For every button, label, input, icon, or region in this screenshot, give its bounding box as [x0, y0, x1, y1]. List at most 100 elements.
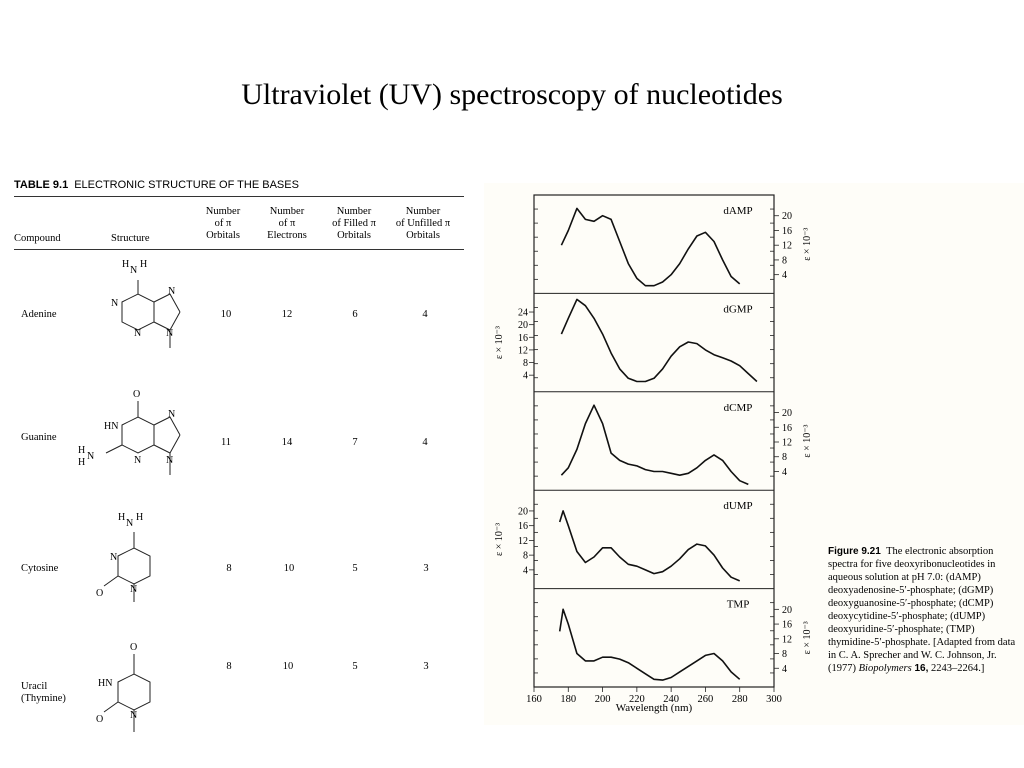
electronic-structure-table: TABLE 9.1 ELECTRONIC STRUCTURE OF THE BAS… — [8, 176, 470, 738]
row-cytosine-electrons: 10 — [283, 563, 295, 574]
y-axis-label: ε × 10⁻³ — [802, 424, 813, 457]
y-tick-label: 16 — [782, 620, 792, 631]
y-tick-label: 20 — [518, 506, 528, 517]
series-label-tmp: TMP — [727, 599, 750, 611]
table-caption: TABLE 9.1 ELECTRONIC STRUCTURE OF THE BAS… — [14, 179, 299, 191]
row-uracil-electrons: 10 — [282, 661, 294, 672]
guanine-structure: O HN N N N H N H — [78, 389, 181, 475]
row-uracil-filled: 5 — [352, 661, 358, 672]
x-axis-label: Wavelength (nm) — [616, 702, 693, 714]
header-filled-orbitals: Number of Filled π Orbitals — [332, 206, 376, 241]
adenine-structure: H N H N N N N — [111, 259, 181, 348]
y-tick-label: 4 — [523, 565, 528, 576]
y-axis-label: ε × 10⁻³ — [802, 228, 813, 261]
y-tick-label: 12 — [782, 241, 792, 252]
adenine-nh2-h: H — [122, 259, 129, 270]
y-tick-label: 16 — [782, 226, 792, 237]
guanine-amine-h2: H — [78, 457, 85, 468]
y-tick-label: 12 — [518, 536, 528, 547]
header-pi-electrons: Number of π Electrons — [267, 206, 307, 241]
series-line-tmp — [558, 608, 741, 681]
y-tick-label: 20 — [518, 320, 528, 331]
uracil-o2: O — [96, 714, 103, 725]
y-tick-label: 20 — [782, 211, 792, 222]
row-guanine-filled: 7 — [352, 437, 358, 448]
y-tick-label: 20 — [782, 408, 792, 419]
row-cytosine-orbitals: 8 — [226, 563, 232, 574]
figure-caption-pages: 2243–2264.] — [928, 663, 985, 674]
y-tick-label: 8 — [523, 551, 528, 562]
y-tick-label: 12 — [782, 634, 792, 645]
row-guanine-electrons: 14 — [281, 437, 293, 448]
y-tick-label: 12 — [518, 345, 528, 356]
series-label-damp: dAMP — [723, 205, 752, 217]
header-structure: Structure — [111, 233, 150, 244]
y-tick-label: 4 — [782, 664, 787, 675]
header-pi-orbitals: Number of π Orbitals — [205, 206, 241, 241]
cytosine-o: O — [96, 588, 103, 599]
x-tick-label: 300 — [766, 694, 782, 705]
figure-caption-volume: 16, — [911, 663, 929, 674]
guanine-amine-n: N — [87, 451, 94, 462]
series-line-dcmp — [560, 404, 749, 486]
uracil-n1: N — [130, 710, 137, 721]
series-line-dump — [558, 510, 741, 582]
cytosine-n3: N — [110, 552, 117, 563]
y-tick-label: 8 — [782, 649, 787, 660]
row-guanine-orbitals: 11 — [220, 437, 232, 448]
guanine-amine-h1: H — [78, 445, 85, 456]
guanine-hn: HN — [104, 421, 118, 432]
row-adenine-compound: Adenine — [21, 309, 57, 320]
adenine-n9: N — [166, 328, 173, 339]
y-tick-label: 16 — [518, 521, 528, 532]
row-uracil-compound: Uracil (Thymine) — [21, 681, 66, 704]
x-tick-label: 280 — [732, 694, 748, 705]
x-tick-label: 220 — [629, 694, 645, 705]
table-top-rule — [14, 196, 464, 197]
adenine-nh2-h2: H — [140, 259, 147, 270]
table-number: TABLE 9.1 — [14, 179, 69, 191]
table-title: ELECTRONIC STRUCTURE OF THE BASES — [74, 179, 299, 191]
series-line-damp — [560, 207, 741, 287]
row-adenine-orbitals: 10 — [220, 309, 232, 320]
row-cytosine-filled: 5 — [352, 563, 358, 574]
row-cytosine-compound: Cytosine — [21, 563, 59, 574]
y-tick-label: 24 — [518, 308, 528, 319]
row-adenine-filled: 6 — [352, 309, 358, 320]
x-tick-label: 260 — [698, 694, 714, 705]
cytosine-n4: N — [126, 518, 133, 529]
y-tick-label: 4 — [782, 467, 787, 478]
cytosine-structure: H N H N N O — [96, 512, 151, 602]
row-cytosine-unfilled: 3 — [423, 563, 429, 574]
uracil-hn: HN — [98, 678, 112, 689]
y-tick-label: 16 — [518, 333, 528, 344]
cytosine-h2: H — [136, 512, 143, 523]
y-tick-label: 8 — [782, 452, 787, 463]
figure-caption-label: Figure 9.21 — [828, 546, 881, 557]
figure-caption: Figure 9.21 The electronic absorption sp… — [828, 545, 1020, 675]
y-tick-label: 12 — [782, 438, 792, 449]
y-tick-label: 4 — [782, 270, 787, 281]
y-tick-label: 8 — [523, 358, 528, 369]
guanine-n9: N — [166, 455, 173, 466]
y-tick-label: 4 — [523, 371, 528, 382]
series-label-dgmp: dGMP — [723, 303, 752, 315]
cytosine-h1: H — [118, 512, 125, 523]
uracil-structure: O HN N O — [96, 642, 151, 732]
series-line-dgmp — [560, 298, 758, 383]
y-axis-label: ε × 10⁻³ — [494, 523, 505, 556]
uracil-o4: O — [130, 642, 137, 653]
y-tick-label: 20 — [782, 605, 792, 616]
adenine-n7: N — [168, 286, 175, 297]
y-tick-label: 16 — [782, 423, 792, 434]
x-tick-label: 160 — [526, 694, 542, 705]
row-uracil-orbitals: 8 — [226, 661, 232, 672]
adenine-n3: N — [134, 328, 141, 339]
guanine-n7: N — [168, 409, 175, 420]
figure-caption-text: The electronic absorption spectra for fi… — [828, 546, 1016, 674]
header-compound: Compound — [14, 233, 61, 244]
guanine-o: O — [133, 389, 140, 400]
chart-frame — [533, 194, 775, 688]
guanine-n3: N — [134, 455, 141, 466]
